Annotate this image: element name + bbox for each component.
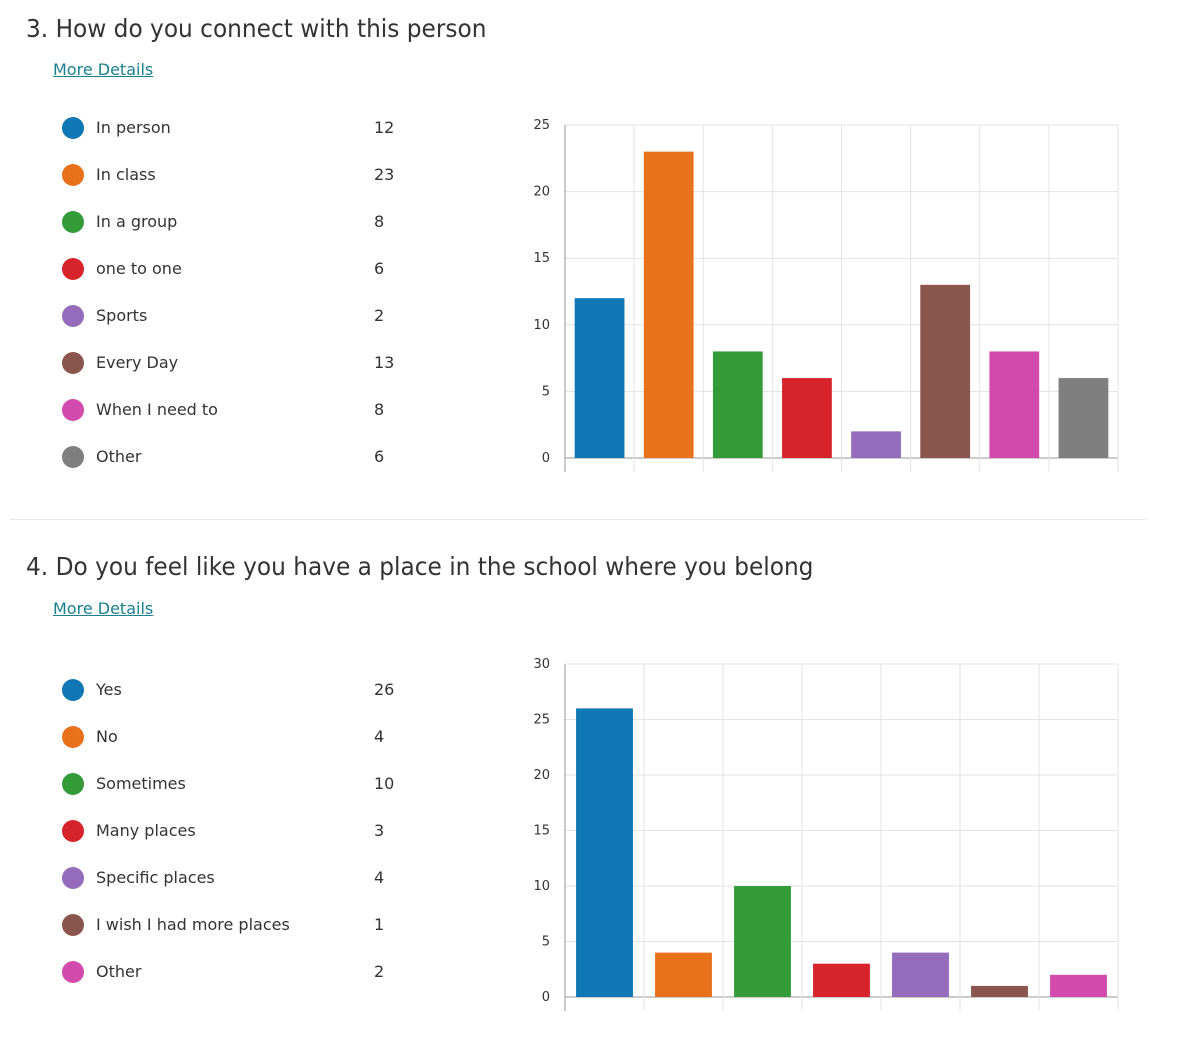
- legend-label: one to one: [96, 259, 182, 278]
- legend-item: No 4: [62, 725, 402, 749]
- legend-dot-icon: [62, 820, 84, 842]
- legend-dot-icon: [62, 211, 84, 233]
- section-divider: [10, 519, 1146, 520]
- legend-label: Other: [96, 447, 142, 466]
- question-4-title: 4. Do you feel like you have a place in …: [26, 552, 814, 581]
- legend-item: one to one 6: [62, 257, 402, 281]
- legend-count: 12: [374, 118, 395, 137]
- legend-item: In class 23: [62, 163, 402, 187]
- legend-label: No: [96, 727, 118, 746]
- y-tick-label: 5: [542, 935, 550, 950]
- legend-label: When I need to: [96, 400, 218, 419]
- legend-label: I wish I had more places: [96, 915, 290, 934]
- bar-sports: [851, 431, 901, 458]
- legend-count: 8: [374, 212, 385, 231]
- y-tick-label: 0: [542, 990, 550, 1005]
- legend-label: In person: [96, 118, 171, 137]
- legend-label: In class: [96, 165, 156, 184]
- legend-count: 4: [374, 868, 385, 887]
- legend-dot-icon: [62, 679, 84, 701]
- y-tick-label: 15: [533, 251, 550, 266]
- more-details-link-q3[interactable]: More Details: [53, 60, 154, 79]
- bar-other: [1058, 378, 1109, 458]
- legend-count: 2: [374, 962, 385, 981]
- legend-item: Many places 3: [62, 819, 402, 843]
- legend-dot-icon: [62, 914, 84, 936]
- legend-label: Sometimes: [96, 774, 186, 793]
- question-3-title: 3. How do you connect with this person: [26, 14, 487, 43]
- legend-label: Other: [96, 962, 142, 981]
- legend-item: In a group 8: [62, 210, 402, 234]
- y-tick-label: 25: [533, 118, 550, 133]
- legend-item: Other 6: [62, 445, 402, 469]
- more-details-link-q4[interactable]: More Details: [53, 599, 154, 618]
- bar-in-class: [643, 151, 694, 458]
- legend-count: 1: [374, 915, 385, 934]
- legend-count: 6: [374, 447, 385, 466]
- legend-dot-icon: [62, 961, 84, 983]
- y-tick-label: 15: [533, 824, 550, 839]
- legend-dot-icon: [62, 867, 84, 889]
- legend-dot-icon: [62, 446, 84, 468]
- legend-item: When I need to 8: [62, 398, 402, 422]
- bar-one-to-one: [782, 378, 832, 458]
- legend-dot-icon: [62, 117, 84, 139]
- y-tick-label: 0: [542, 451, 550, 466]
- legend-item: Specific places 4: [62, 866, 402, 890]
- legend-count: 13: [374, 353, 395, 372]
- legend-count: 23: [374, 165, 395, 184]
- y-tick-label: 10: [533, 318, 550, 333]
- bar-when-i-need-to: [989, 351, 1040, 458]
- bar-many-places: [813, 963, 870, 997]
- legend-count: 26: [374, 680, 395, 699]
- legend-item: Sometimes 10: [62, 772, 402, 796]
- legend-count: 3: [374, 821, 385, 840]
- legend-dot-icon: [62, 164, 84, 186]
- legend-label: Yes: [96, 680, 122, 699]
- legend-label: Many places: [96, 821, 196, 840]
- legend-item: Sports 2: [62, 304, 402, 328]
- legend-dot-icon: [62, 773, 84, 795]
- legend-dot-icon: [62, 726, 84, 748]
- bar-i-wish-i-had-more-places: [971, 985, 1028, 997]
- legend-label: Every Day: [96, 353, 179, 372]
- legend-item: Every Day 13: [62, 351, 402, 375]
- y-tick-label: 20: [533, 768, 550, 783]
- bar-yes: [576, 708, 633, 997]
- y-tick-label: 10: [533, 879, 550, 894]
- bar-in-a-group: [712, 351, 763, 458]
- legend-dot-icon: [62, 352, 84, 374]
- bar-other: [1050, 974, 1107, 997]
- bar-sometimes: [734, 886, 791, 997]
- legend-label: Sports: [96, 306, 148, 325]
- legend-item: Other 2: [62, 960, 402, 984]
- y-tick-label: 20: [533, 185, 550, 200]
- legend-count: 4: [374, 727, 385, 746]
- legend-label: Specific places: [96, 868, 215, 887]
- legend-count: 8: [374, 400, 385, 419]
- legend-count: 10: [374, 774, 395, 793]
- legend-count: 2: [374, 306, 385, 325]
- y-tick-label: 25: [533, 713, 550, 728]
- legend-item: Yes 26: [62, 678, 402, 702]
- bar-specific-places: [892, 952, 949, 997]
- bar-every-day: [920, 284, 971, 458]
- y-tick-label: 5: [542, 384, 550, 399]
- legend-dot-icon: [62, 399, 84, 421]
- bar-no: [655, 952, 712, 997]
- legend-item: In person 12: [62, 116, 402, 140]
- legend-dot-icon: [62, 258, 84, 280]
- legend-dot-icon: [62, 305, 84, 327]
- legend-count: 6: [374, 259, 385, 278]
- legend-item: I wish I had more places 1: [62, 913, 402, 937]
- bar-in-person: [574, 298, 625, 458]
- legend-label: In a group: [96, 212, 178, 231]
- y-tick-label: 30: [533, 657, 550, 672]
